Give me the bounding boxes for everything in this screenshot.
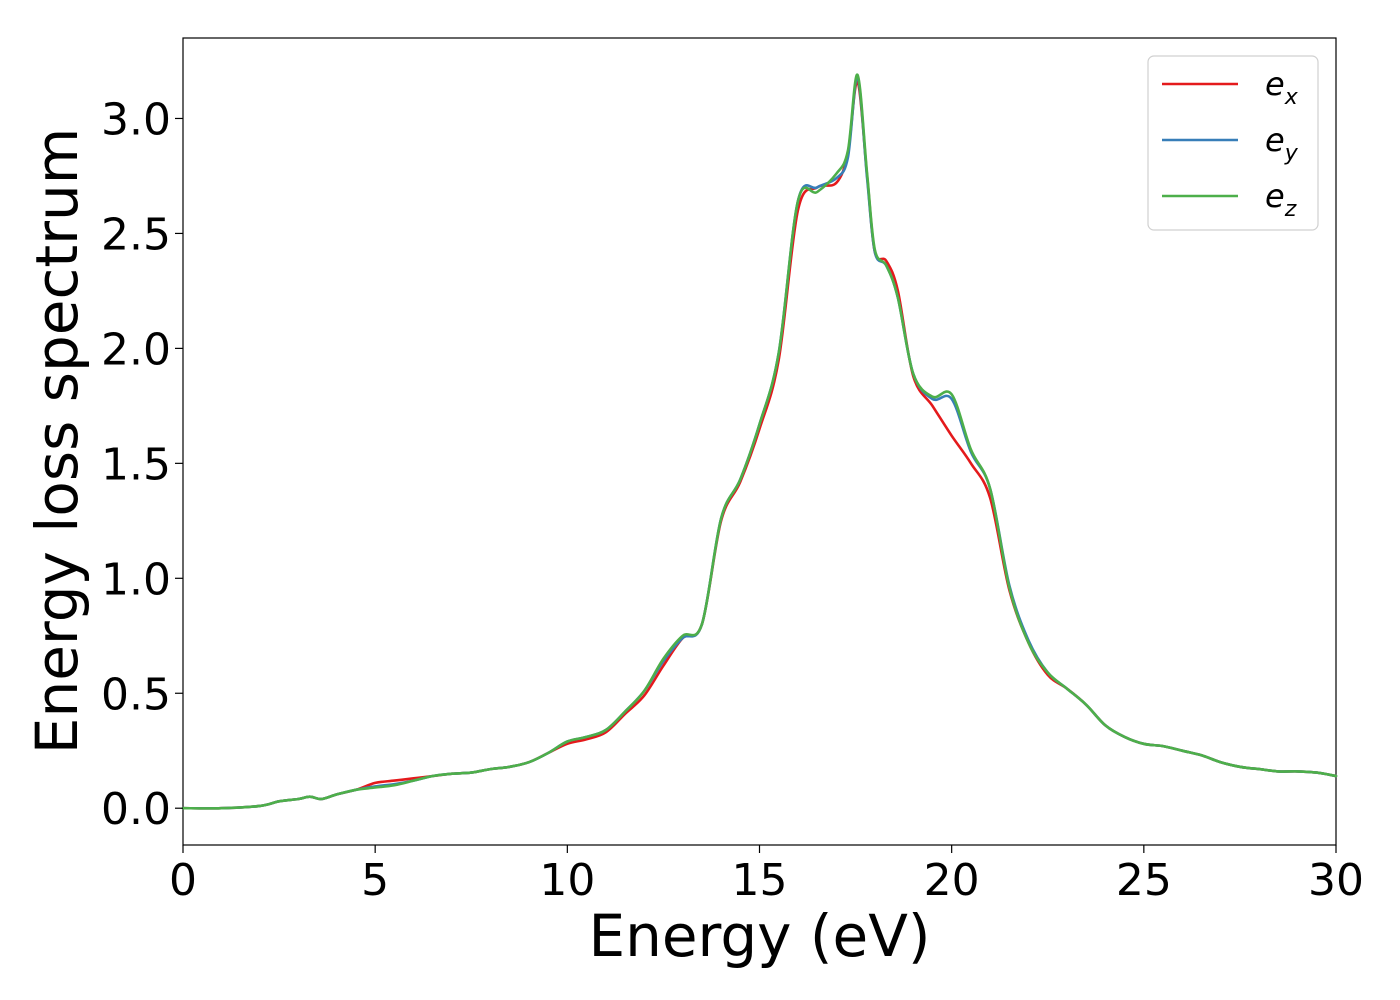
y-tick-label: 3.0 [101, 94, 171, 145]
legend-label-ex: ex [1265, 65, 1299, 110]
y-tick-label: 1.0 [101, 554, 171, 605]
x-tick-label: 10 [539, 855, 595, 906]
y-axis-label: Energy loss spectrum [23, 128, 91, 754]
legend-label-subscript: x [1284, 85, 1299, 110]
legend-label-base: e [1265, 121, 1285, 159]
legend-label-subscript: z [1284, 197, 1297, 222]
x-tick-label: 20 [924, 855, 980, 906]
x-axis-label: Energy (eV) [588, 902, 930, 970]
x-tick-label: 0 [169, 855, 197, 906]
series-line-ez [181, 73, 1338, 810]
legend-label-subscript: y [1284, 141, 1299, 166]
legend-label-ey: ey [1265, 121, 1299, 166]
legend-label-ez: ez [1265, 177, 1297, 222]
x-tick-label: 25 [1116, 855, 1172, 906]
y-tick-label: 0.0 [101, 784, 171, 835]
series-layer [181, 73, 1338, 810]
legend-frame [1147, 55, 1319, 231]
legend-label-base: e [1265, 177, 1285, 215]
y-tick-label: 2.5 [101, 209, 171, 260]
y-tick-label: 1.5 [101, 439, 171, 490]
x-tick-label: 15 [732, 855, 788, 906]
y-tick-label: 0.5 [101, 669, 171, 720]
x-tick-label: 5 [361, 855, 389, 906]
y-tick-label: 2.0 [101, 324, 171, 375]
legend-label-base: e [1265, 65, 1285, 103]
x-tick-label: 30 [1308, 855, 1364, 906]
y-axis: 0.0 0.5 1.0 1.5 2.0 2.5 3.0 [101, 94, 183, 835]
x-axis: 0 5 10 15 20 25 30 [169, 845, 1364, 906]
